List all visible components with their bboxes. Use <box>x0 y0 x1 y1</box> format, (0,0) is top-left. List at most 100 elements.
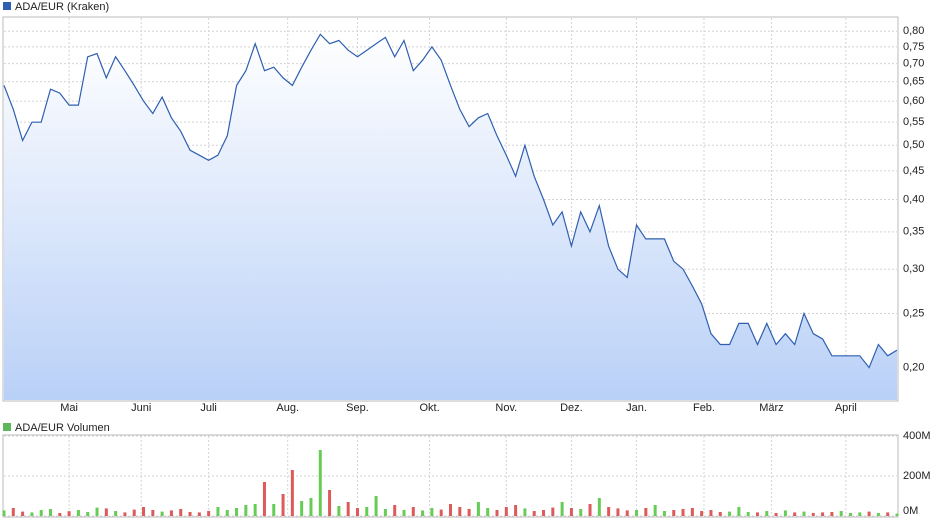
volume-bar <box>597 498 601 516</box>
volume-bar <box>216 507 220 516</box>
plot-frame <box>2 16 899 402</box>
volume-bar <box>858 512 862 516</box>
x-tick-label: Mai <box>60 402 78 414</box>
volume-bar <box>886 512 890 516</box>
y-tick-label: 0,45 <box>903 165 924 177</box>
volume-bar <box>830 512 834 516</box>
volume-bar <box>337 506 341 516</box>
volume-bar <box>328 490 332 516</box>
volume-bar <box>439 509 443 516</box>
volume-bar <box>774 513 778 516</box>
volume-bar <box>709 510 713 516</box>
volume-bar <box>458 507 462 516</box>
y-tick-label: 0,75 <box>903 41 924 53</box>
volume-bar <box>383 509 387 516</box>
x-tick-label: Feb. <box>693 402 715 414</box>
x-tick-label: Okt. <box>419 402 439 414</box>
volume-bar <box>225 510 229 516</box>
volume-bar <box>644 508 648 516</box>
volume-bar <box>197 512 201 516</box>
volume-bar <box>142 507 146 516</box>
volume-bar <box>58 513 62 516</box>
volume-bar <box>700 511 704 516</box>
volume-bar <box>895 513 899 516</box>
volume-bar <box>281 494 285 516</box>
volume-bar <box>421 510 425 516</box>
legend-swatch <box>3 423 11 431</box>
volume-bar <box>653 505 657 516</box>
y-tick-label: 0,30 <box>903 263 924 275</box>
volume-bar <box>374 496 378 516</box>
volume-bar <box>625 510 629 516</box>
x-tick-label: Aug. <box>276 402 299 414</box>
volume-bar <box>169 510 173 516</box>
volume-bar <box>783 510 787 516</box>
volume-bar <box>867 511 871 516</box>
volume-bar <box>39 510 43 516</box>
volume-bar <box>579 509 583 516</box>
y-tick-label: 0,40 <box>903 193 924 205</box>
volume-bar <box>532 511 536 516</box>
y-tick-label: 200M <box>903 470 931 482</box>
price-line <box>3 33 898 369</box>
volume-bar <box>728 511 732 516</box>
plot-frame <box>2 434 899 518</box>
volume-bar <box>588 504 592 516</box>
volume-bar <box>430 508 434 516</box>
volume-bar <box>30 512 34 516</box>
volume-bar <box>21 511 25 516</box>
y-tick-label: 0,70 <box>903 58 924 70</box>
volume-bar <box>95 507 99 516</box>
volume-bar <box>355 508 359 516</box>
volume-bar <box>188 512 192 516</box>
volume-bar <box>793 512 797 516</box>
volume-bar <box>67 511 71 516</box>
y-tick-label: 0M <box>903 505 918 517</box>
volume-bar <box>160 511 164 516</box>
volume-bar <box>244 505 248 516</box>
volume-bar <box>253 504 257 516</box>
volume-bar <box>848 513 852 516</box>
volume-bar <box>11 508 15 516</box>
y-tick-label: 0,20 <box>903 362 924 374</box>
y-tick-label: 400M <box>903 430 931 442</box>
x-tick-label: Sep. <box>346 402 369 414</box>
volume-bar <box>486 508 490 516</box>
y-tick-label: 0,55 <box>903 116 924 128</box>
volume-bar <box>235 508 239 516</box>
volume-bar <box>309 498 313 516</box>
volume-bar <box>365 507 369 516</box>
volume-bar <box>411 507 415 516</box>
volume-bar <box>76 510 80 516</box>
volume-bar <box>495 510 499 516</box>
legend-swatch <box>3 2 11 10</box>
y-tick-label: 0,65 <box>903 76 924 88</box>
volume-bar <box>765 511 769 516</box>
volume-bar <box>755 512 759 516</box>
volume-bar <box>179 509 183 516</box>
volume-bar <box>569 508 573 516</box>
legend-label: ADA/EUR Volumen <box>15 422 110 434</box>
volume-bar <box>802 511 806 516</box>
volume-bar <box>690 508 694 516</box>
volume-bar <box>318 450 322 516</box>
volume-bar <box>49 509 53 516</box>
volume-bar <box>86 512 90 516</box>
x-tick-label: Nov. <box>495 402 517 414</box>
y-tick-label: 0,35 <box>903 226 924 238</box>
volume-bar <box>681 509 685 516</box>
volume-bar <box>104 508 108 516</box>
volume-bar <box>737 507 741 516</box>
x-tick-label: April <box>835 402 857 414</box>
volume-bar <box>542 510 546 516</box>
area <box>4 34 897 401</box>
volume-bar <box>114 511 118 516</box>
volume-bar <box>635 510 639 516</box>
y-tick-label: 0,80 <box>903 25 924 37</box>
volume-bar <box>476 502 480 516</box>
volume-bar <box>449 504 452 516</box>
volume-bar <box>839 511 843 516</box>
y-tick-label: 0,60 <box>903 95 924 107</box>
legend-label: ADA/EUR (Kraken) <box>15 1 109 13</box>
